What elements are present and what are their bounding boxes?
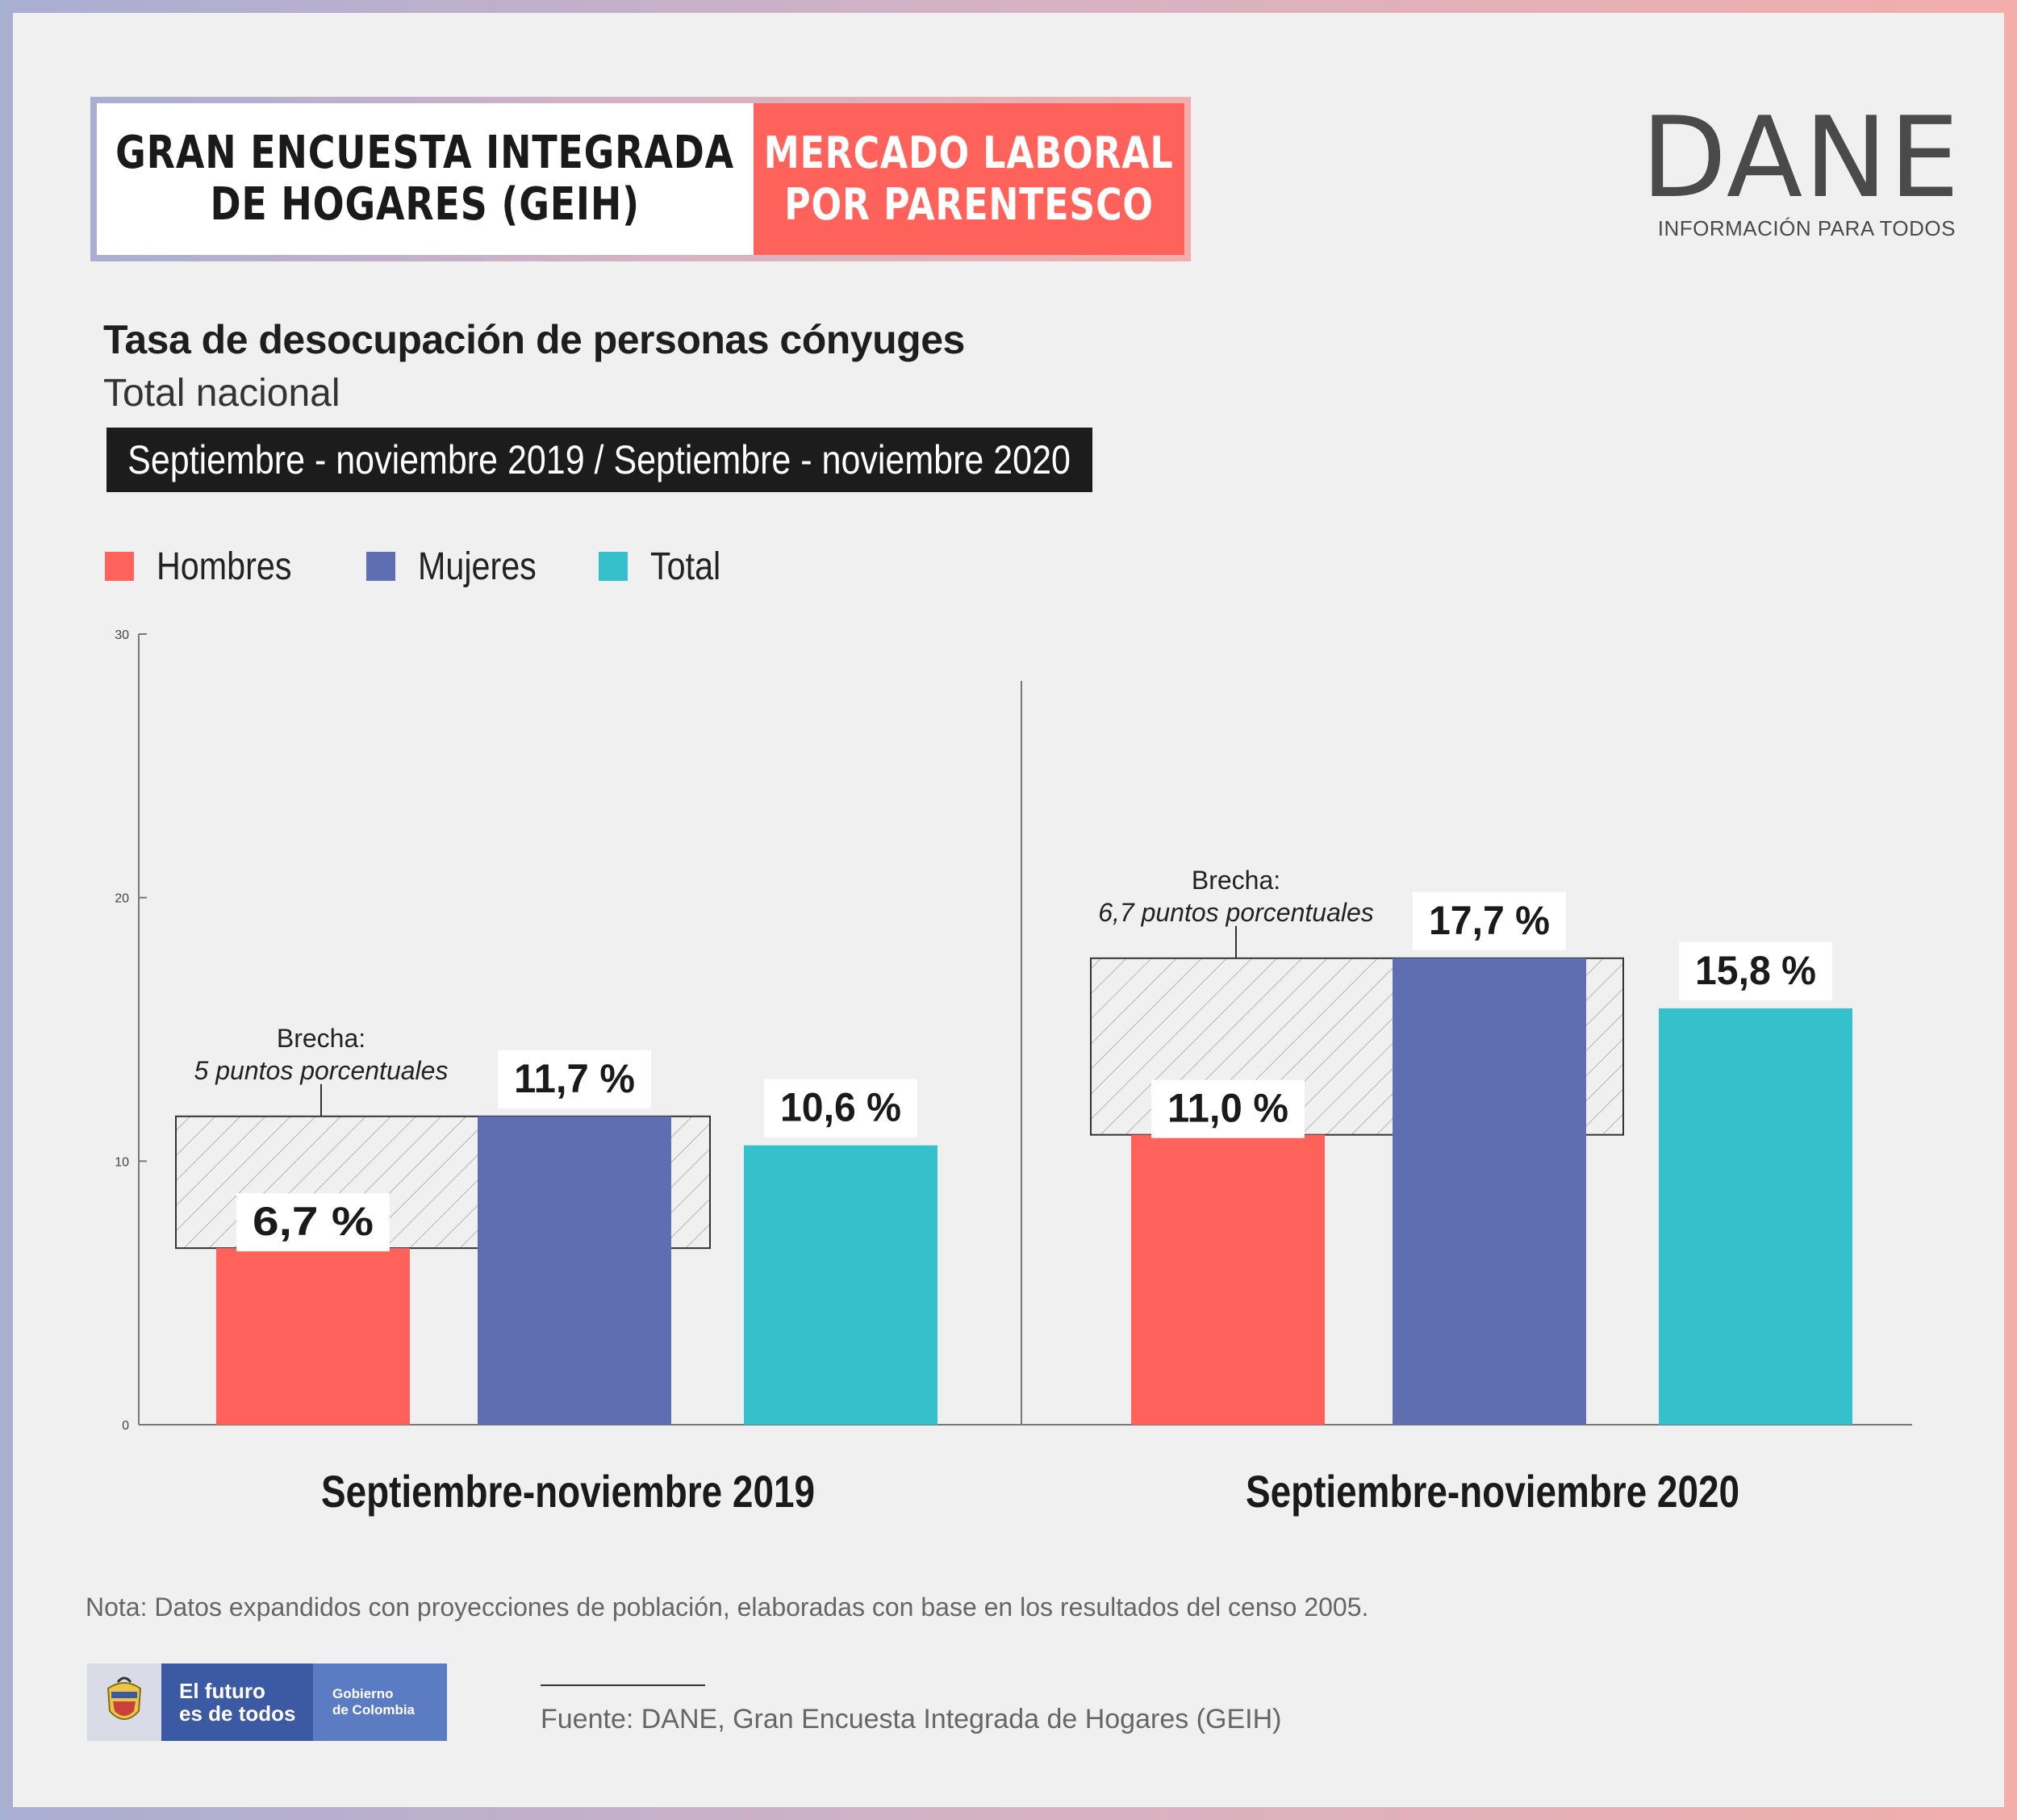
topic-line2: POR PARENTESCO: [784, 179, 1154, 230]
value-label-box: [764, 1079, 917, 1138]
y-tick-label: 0: [122, 1419, 129, 1433]
government-logo: El futuro es de todos Gobierno de Colomb…: [87, 1663, 447, 1741]
topic-line1: MERCADO LABORAL: [764, 127, 1174, 178]
coat-of-arms-icon: [87, 1663, 161, 1741]
chart-subtitle: Total nacional: [103, 372, 340, 415]
bar-total-2: [1659, 1008, 1852, 1425]
period-text: Septiembre - noviembre 2019 / Septiembre…: [127, 437, 1071, 482]
value-label: 6,7 %: [253, 1199, 374, 1244]
value-label-box: [1151, 1079, 1305, 1138]
legend-label-mujeres: Mujeres: [418, 545, 537, 588]
legend-label-hombres: Hombres: [157, 545, 292, 588]
value-label: 10,6 %: [780, 1085, 901, 1130]
survey-title-line2: DE HOGARES (GEIH): [210, 178, 641, 231]
value-label-box: [236, 1193, 390, 1252]
infographic-card: GRAN ENCUESTA INTEGRADA DE HOGARES (GEIH…: [13, 13, 2004, 1807]
legend-label-total: Total: [650, 545, 721, 588]
value-label: 11,7 %: [514, 1056, 635, 1101]
value-label: 17,7 %: [1429, 898, 1550, 943]
source-divider: [541, 1684, 705, 1686]
gobierno-line1: Gobierno: [332, 1686, 394, 1701]
bar-total-1: [744, 1145, 938, 1425]
bar-chart: 0 10 20 30 Brecha: 5 puntos porcentuales Brec…: [115, 628, 1912, 1517]
bar-hombres-1: [216, 1248, 410, 1425]
dane-tagline: INFORMACIÓN PARA TODOS: [1657, 216, 1956, 240]
gap-title: Brecha:: [277, 1024, 365, 1053]
slogan-box: El futuro es de todos: [161, 1663, 313, 1741]
value-label-box: [498, 1050, 651, 1108]
source-text: Fuente: DANE, Gran Encuesta Integrada de…: [541, 1704, 1282, 1734]
category-label: Septiembre-noviembre 2020: [1246, 1466, 1739, 1517]
legend-swatch-hombres: [105, 552, 134, 581]
period-banner: Septiembre - noviembre 2019 / Septiembre…: [106, 428, 1092, 492]
value-label: 11,0 %: [1167, 1086, 1288, 1131]
legend-item-total: Total: [599, 545, 732, 588]
category-label: Septiembre-noviembre 2019: [321, 1466, 815, 1517]
y-tick-label: 10: [115, 1155, 129, 1169]
gap-text: 6,7 puntos porcentuales: [1098, 898, 1374, 927]
gobierno-box: Gobierno de Colombia: [313, 1663, 447, 1741]
slogan-line2: es de todos: [179, 1701, 296, 1726]
slogan-line1: El futuro: [179, 1679, 265, 1703]
gobierno-line2: de Colombia: [332, 1702, 416, 1718]
survey-title-box: GRAN ENCUESTA INTEGRADA DE HOGARES (GEIH…: [97, 103, 754, 255]
legend-item-mujeres: Mujeres: [366, 545, 556, 588]
topic-box: MERCADO LABORAL POR PARENTESCO: [754, 103, 1184, 255]
footnote: Nota: Datos expandidos con proyecciones …: [86, 1592, 1369, 1622]
bar-hombres-2: [1131, 1134, 1325, 1425]
value-label-box: [1413, 891, 1566, 950]
legend-item-hombres: Hombres: [105, 545, 314, 588]
y-tick-label: 30: [115, 628, 129, 642]
header-banner: GRAN ENCUESTA INTEGRADA DE HOGARES (GEIH…: [90, 97, 1191, 261]
bar-mujeres-2: [1393, 958, 1586, 1425]
gap-title: Brecha:: [1192, 866, 1280, 895]
bar-mujeres-1: [478, 1116, 671, 1425]
dane-logo: DANE: [1641, 93, 1961, 223]
y-tick-label: 20: [115, 892, 129, 906]
value-label-box: [1679, 941, 1832, 1000]
survey-title-line1: GRAN ENCUESTA INTEGRADA: [115, 127, 735, 179]
chart-title: Tasa de desocupación de personas cónyuge…: [103, 317, 965, 362]
value-label: 15,8 %: [1695, 948, 1816, 993]
gap-text: 5 puntos porcentuales: [194, 1056, 449, 1085]
legend-swatch-total: [599, 552, 628, 581]
legend-swatch-mujeres: [366, 552, 395, 581]
